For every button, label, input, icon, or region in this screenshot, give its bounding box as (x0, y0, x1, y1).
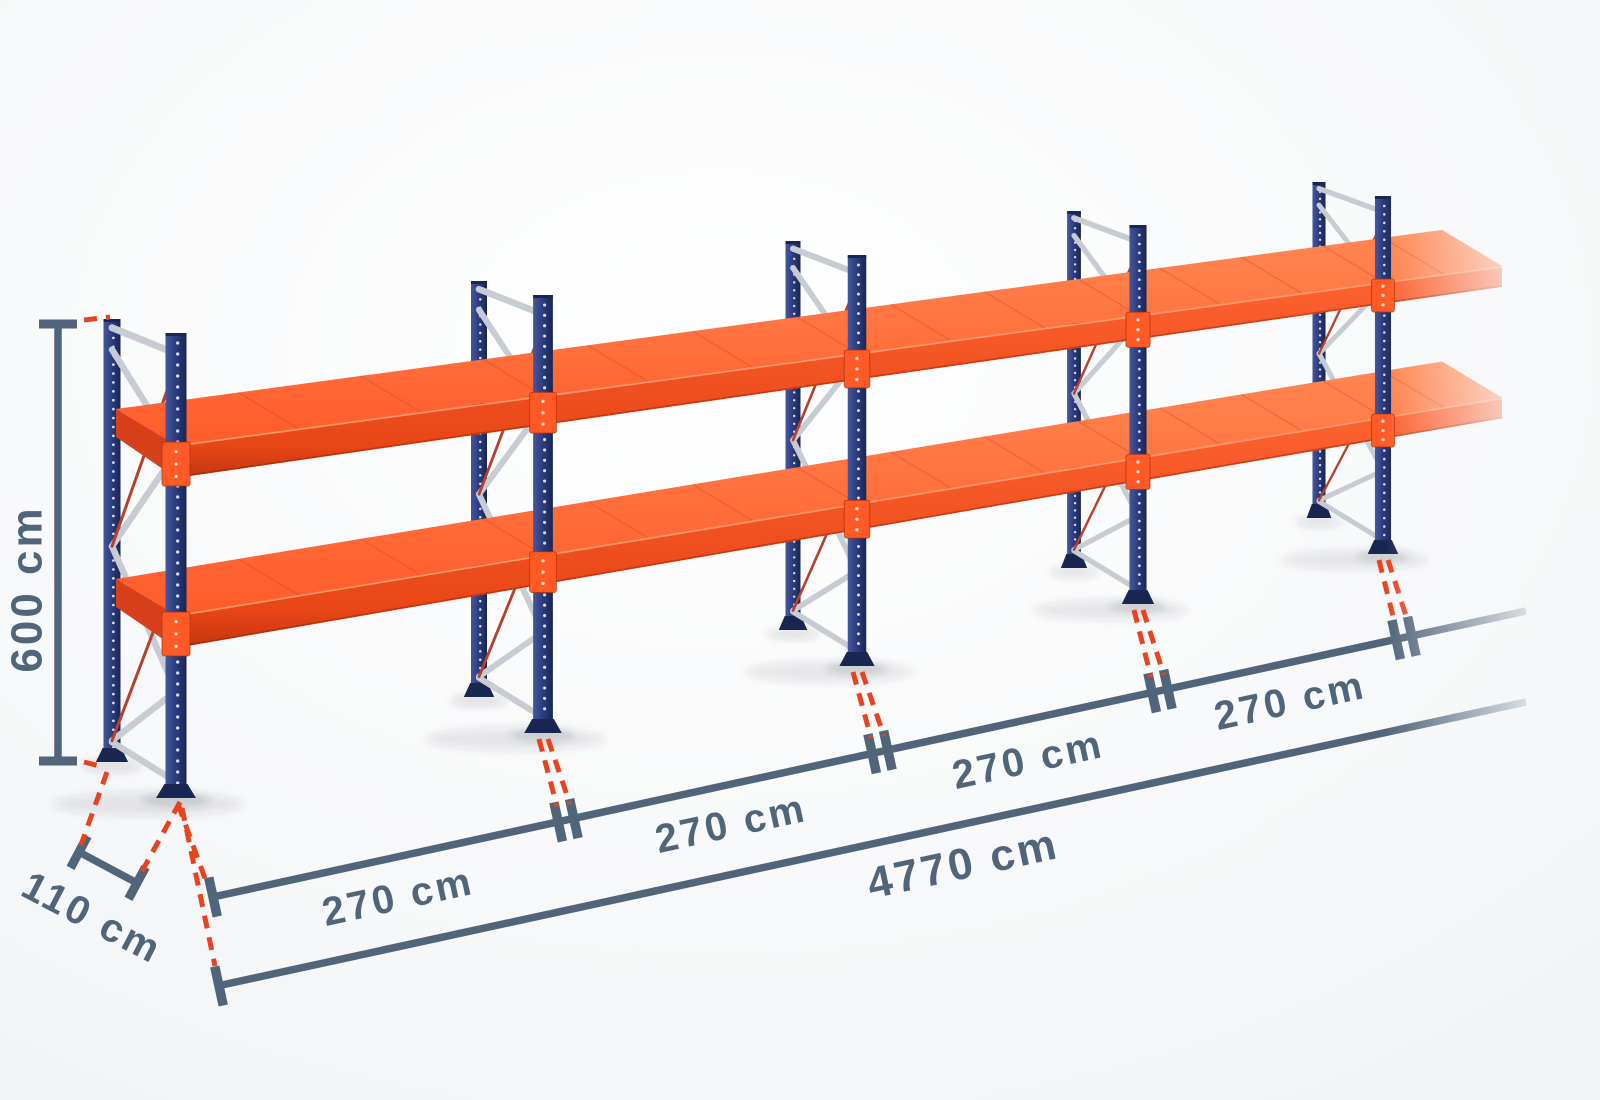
rack-illustration (95, 182, 1503, 798)
height-dimension-label: 600 cm (3, 505, 52, 672)
dimension-lines (39, 314, 1527, 1007)
